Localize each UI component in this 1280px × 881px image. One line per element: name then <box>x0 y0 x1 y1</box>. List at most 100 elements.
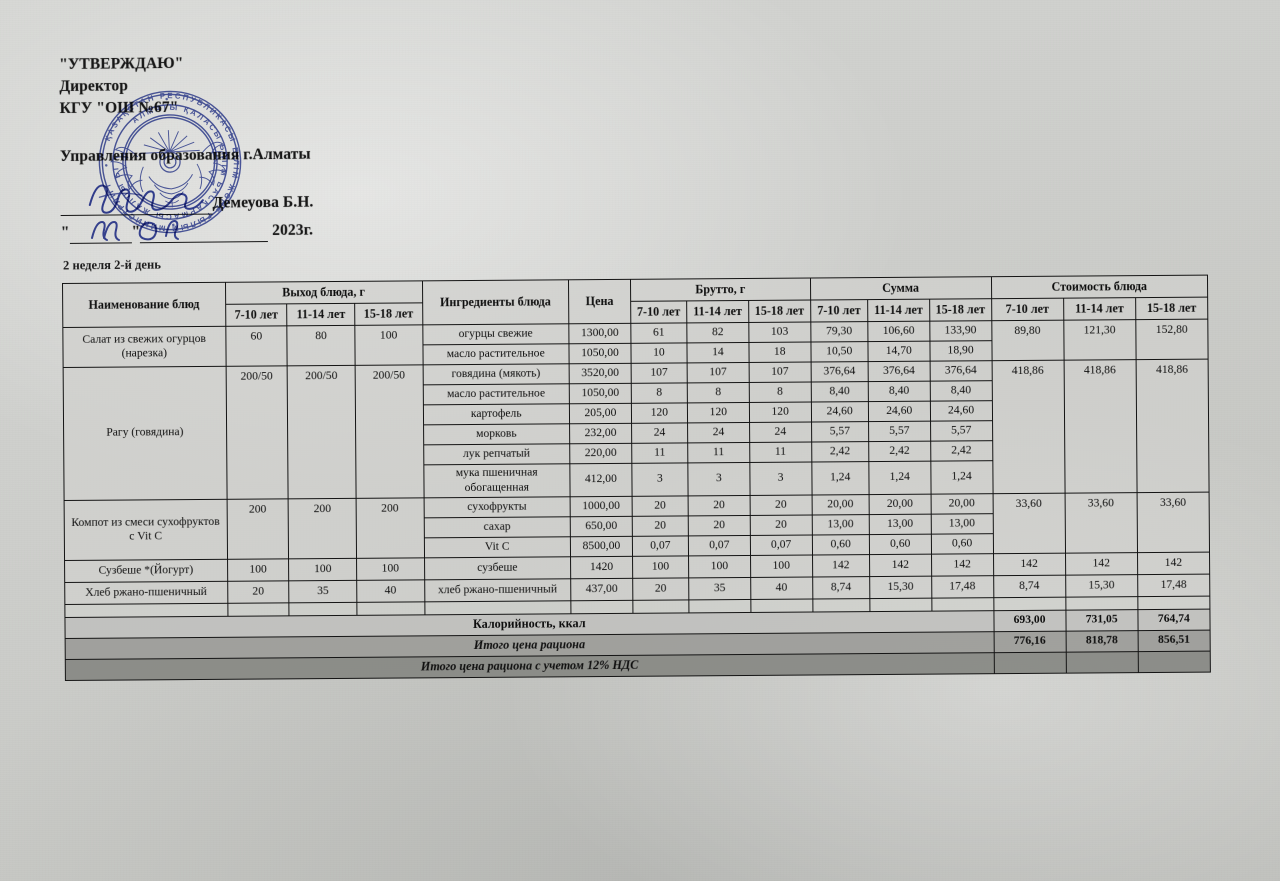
cell-dish-cost-0: 418,86 <box>991 359 1065 494</box>
cell-sum-2: 0,60 <box>931 533 994 554</box>
cell-sum-1: 24,60 <box>868 400 931 422</box>
cell-gross-2: 0,07 <box>750 534 813 555</box>
director-name: Демеуова Б.Н. <box>212 193 314 212</box>
table-body: Салат из свежих огурцов (нарезка) 60 80 100… <box>62 318 1211 680</box>
cell-price: 3520,00 <box>569 362 632 384</box>
cell-sum-1: 5,57 <box>868 420 931 442</box>
summary-value-0 <box>993 651 1067 674</box>
th-yield-age-0: 7-10 лет <box>225 303 288 326</box>
cell-dish-cost-2: 17,48 <box>1137 573 1210 597</box>
cell-yield-0: 20 <box>227 580 290 603</box>
cell-ingredient: хлеб ржано-пшеничный <box>424 578 571 602</box>
cell-gross-0: 100 <box>632 555 689 578</box>
cell-sum-0: 79,30 <box>810 321 868 342</box>
cell-gross-0: 120 <box>631 402 688 423</box>
cell-sum-0: 8,74 <box>812 576 870 599</box>
cell-dish-cost-1: 142 <box>1065 552 1138 575</box>
gap-cell-14 <box>1137 595 1210 610</box>
week-day-label: 2 неделя 2-й день <box>62 257 161 273</box>
cell-gross-0: 24 <box>631 422 688 443</box>
cell-ingredient: масло растительное <box>422 343 570 365</box>
cell-sum-1: 20,00 <box>868 493 931 515</box>
cell-gross-2: 18 <box>748 341 811 362</box>
cell-sum-2: 20,00 <box>930 493 993 514</box>
gap-cell-11 <box>931 597 994 611</box>
gap-cell-8 <box>750 598 813 612</box>
cell-gross-2: 100 <box>750 554 813 577</box>
cell-dish-cost-2: 142 <box>1137 551 1210 575</box>
cell-gross-2: 24 <box>749 421 812 442</box>
cell-ingredient: говядина (мякоть) <box>422 363 570 385</box>
cell-sum-0: 2,42 <box>811 441 869 462</box>
cell-ingredient: сухофрукты <box>423 496 571 518</box>
summary-value-1: 731,05 <box>1065 609 1138 631</box>
cell-sum-0: 24,60 <box>811 401 869 422</box>
cell-dish-cost-0: 142 <box>993 552 1066 576</box>
th-gross-group: Брутто, г <box>630 278 811 302</box>
gap-cell-0 <box>64 602 228 617</box>
cell-gross-0: 3 <box>631 462 689 496</box>
cell-dish-cost-1: 121,30 <box>1063 319 1136 360</box>
cell-dish-cost-0: 33,60 <box>992 492 1066 554</box>
cell-price: 1000,00 <box>570 495 633 517</box>
cell-gross-2: 8 <box>749 381 812 402</box>
cell-dish-cost-2: 418,86 <box>1135 358 1210 493</box>
cell-gross-1: 20 <box>688 514 751 536</box>
th-cost-age-2: 15-18 лет <box>1135 296 1208 320</box>
th-cost-age-1: 11-14 лет <box>1063 297 1136 320</box>
cell-price: 205,00 <box>569 402 632 424</box>
cell-sum-2: 17,48 <box>931 575 994 598</box>
gap-cell-9 <box>812 598 870 612</box>
cell-sum-1: 15,30 <box>869 575 932 599</box>
approval-header-block: "УТВЕРЖДАЮ" Директор КГУ "ОШ №67" Управл… <box>59 50 481 244</box>
cell-sum-1: 13,00 <box>869 513 932 535</box>
cell-sum-2: 18,90 <box>929 340 992 361</box>
summary-value-2: 764,74 <box>1137 608 1211 631</box>
gap-cell-1 <box>227 602 290 616</box>
cell-gross-0: 61 <box>630 322 687 343</box>
cell-sum-0: 142 <box>812 554 870 577</box>
cell-gross-1: 100 <box>688 554 751 578</box>
cell-gross-0: 11 <box>631 442 688 463</box>
cell-dish-cost-0: 89,80 <box>991 319 1064 361</box>
cell-sum-0: 0,60 <box>811 534 870 555</box>
cell-yield-1: 80 <box>287 324 356 366</box>
cell-sum-0: 1,24 <box>811 461 869 495</box>
cell-sum-1: 142 <box>869 553 932 577</box>
cell-sum-1: 1,24 <box>868 460 931 495</box>
th-dish-cost-group: Стоимость блюда <box>990 275 1208 299</box>
cell-gross-0: 20 <box>632 515 689 536</box>
cell-sum-1: 2,42 <box>868 440 931 462</box>
cell-price: 1050,00 <box>569 382 632 404</box>
cell-yield-2: 40 <box>356 579 425 602</box>
cell-sum-0: 5,57 <box>811 421 869 442</box>
gap-cell-5 <box>570 599 633 614</box>
cell-gross-1: 120 <box>687 401 750 423</box>
cell-gross-2: 11 <box>749 441 812 462</box>
th-yield-age-1: 11-14 лет <box>287 303 355 326</box>
cell-dish-cost-0: 8,74 <box>993 574 1066 598</box>
gap-cell-10 <box>869 597 932 612</box>
cell-price: 1420 <box>570 555 633 579</box>
summary-value-2: 856,51 <box>1137 629 1211 652</box>
cell-gross-1: 82 <box>686 321 749 343</box>
date-line: " " 2023г. <box>61 218 481 244</box>
cell-ingredient: сахар <box>423 516 571 538</box>
cell-gross-1: 14 <box>686 341 749 363</box>
cell-ingredient: мука пшеничная обогащенная <box>423 463 571 498</box>
cell-gross-0: 107 <box>630 362 688 383</box>
cell-gross-2: 20 <box>749 494 812 515</box>
cell-sum-0: 13,00 <box>811 514 870 535</box>
cell-sum-2: 142 <box>931 553 994 576</box>
cell-gross-2: 107 <box>748 361 811 382</box>
cell-yield-2: 100 <box>354 324 423 365</box>
cell-yield-0: 200 <box>226 498 289 559</box>
cell-gross-0: 8 <box>631 382 688 403</box>
cell-yield-0: 100 <box>227 558 290 581</box>
gap-cell-13 <box>1065 596 1138 610</box>
th-price: Цена <box>568 279 631 324</box>
summary-value-0: 776,16 <box>993 630 1066 653</box>
cell-price: 650,00 <box>570 515 633 537</box>
cell-yield-2: 200/50 <box>355 364 424 498</box>
cell-gross-0: 20 <box>632 577 689 600</box>
